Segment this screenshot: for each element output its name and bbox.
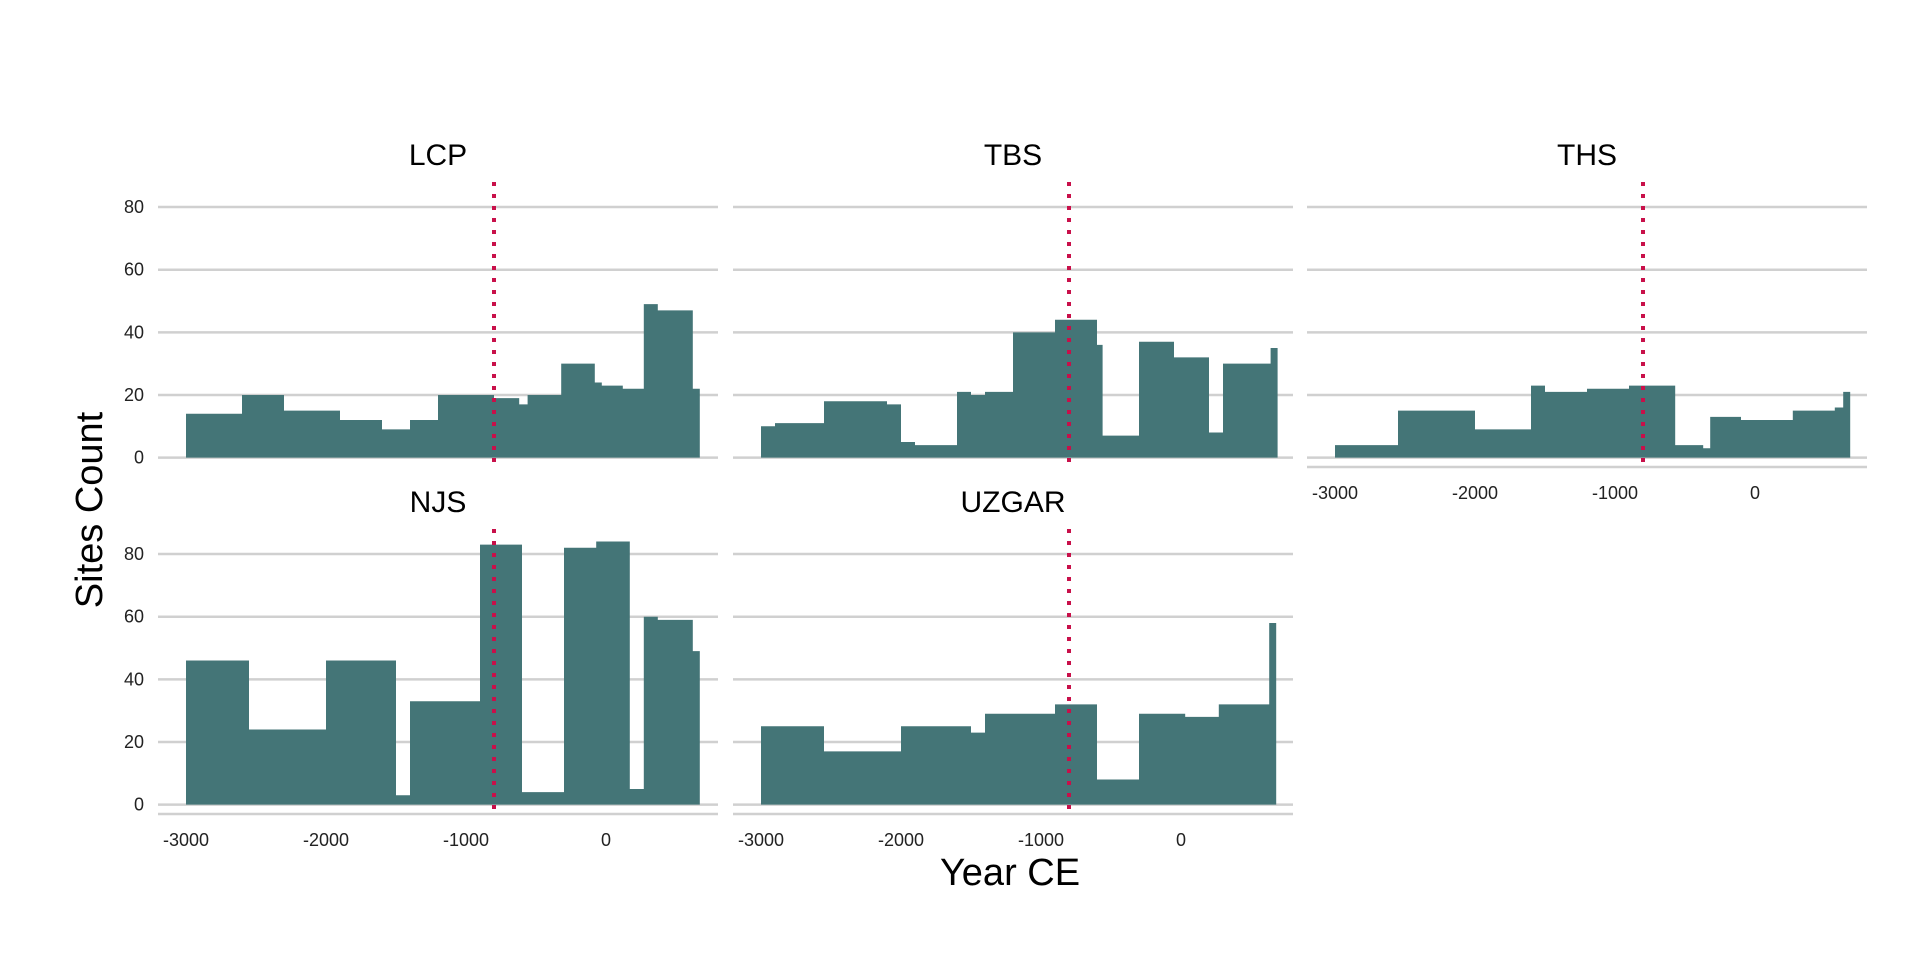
y-tick-label: 20 <box>124 385 144 405</box>
x-axis-title: Year CE <box>940 852 1080 894</box>
x-tick-label: -3000 <box>1312 483 1358 503</box>
y-tick-label: 80 <box>124 544 144 564</box>
y-tick-label: 0 <box>134 448 144 468</box>
area-series-tbs <box>761 319 1278 458</box>
panel-tbs: TBS <box>733 139 1293 467</box>
panel-lcp: 0 20 40 60 80 LCP <box>124 139 718 468</box>
panel-title: UZGAR <box>961 486 1066 519</box>
x-tick-label: 0 <box>601 830 611 850</box>
x-tick-label: 0 <box>1750 483 1760 503</box>
y-tick-label: 0 <box>134 795 144 815</box>
x-tick-label: -1000 <box>1018 830 1064 850</box>
x-tick-label: -3000 <box>163 830 209 850</box>
x-tick-label: -2000 <box>303 830 349 850</box>
y-tick-label: 40 <box>124 322 144 342</box>
panel-title: THS <box>1557 139 1617 172</box>
area-series-njs <box>186 541 700 805</box>
y-tick-label: 80 <box>124 197 144 217</box>
y-tick-label: 60 <box>124 607 144 627</box>
x-tick-label: -1000 <box>1592 483 1638 503</box>
x-tick-label: 0 <box>1176 830 1186 850</box>
area-series-ths <box>1335 385 1851 458</box>
panel-njs: -3000 -2000 -1000 0 0 20 40 60 80 NJS <box>124 486 718 850</box>
panel-uzgar: -3000 -2000 -1000 0 UZGAR <box>733 486 1293 850</box>
panel-title: LCP <box>409 139 467 172</box>
y-tick-label: 40 <box>124 669 144 689</box>
x-tick-label: -2000 <box>1452 483 1498 503</box>
y-tick-label: 20 <box>124 732 144 752</box>
area-series-lcp <box>186 304 700 458</box>
x-tick-label: -2000 <box>878 830 924 850</box>
x-tick-label: -3000 <box>738 830 784 850</box>
panel-ths: -3000 -2000 -1000 0 THS <box>1307 139 1867 503</box>
y-tick-label: 60 <box>124 260 144 280</box>
area-series-uzgar <box>761 622 1277 805</box>
y-axis-title: Sites Count <box>69 411 111 608</box>
x-tick-label: -1000 <box>443 830 489 850</box>
panel-title: TBS <box>984 139 1042 172</box>
panel-title: NJS <box>410 486 467 519</box>
